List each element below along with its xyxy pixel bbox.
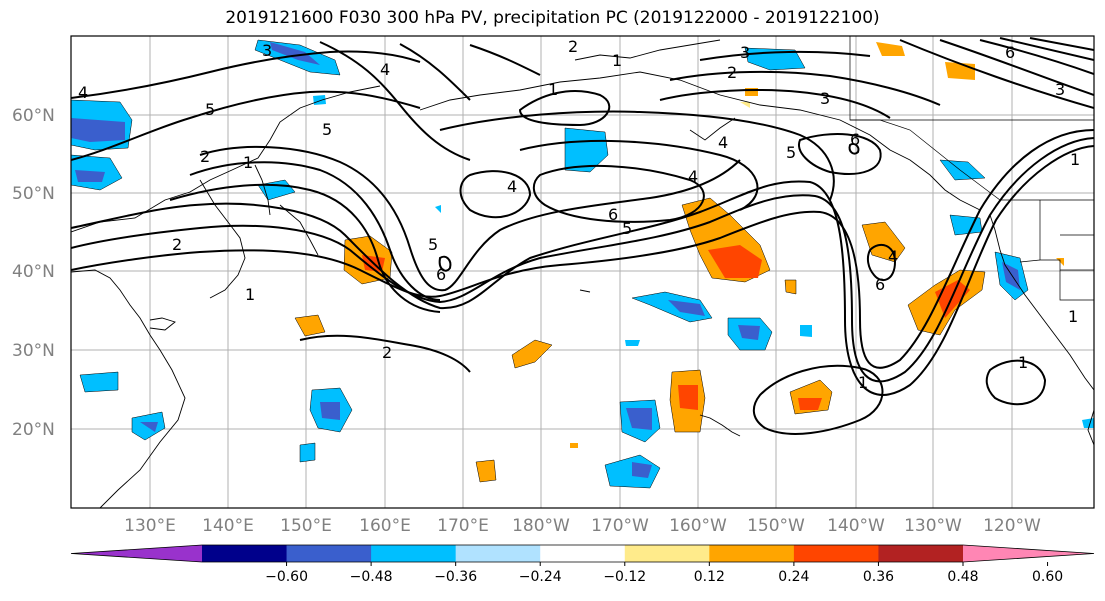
lon-label: 140°E	[202, 516, 254, 536]
colorbar-tick-label: −0.12	[603, 569, 646, 585]
contour-label: 1	[548, 80, 558, 99]
contour-label: 2	[727, 63, 737, 82]
contour-label: 2	[200, 147, 210, 166]
colorbar-bin	[455, 545, 541, 562]
contour-label: 1	[243, 153, 253, 172]
lon-label: 160°E	[359, 516, 411, 536]
colorbar-tick-label: 0.36	[863, 569, 894, 585]
colorbar-tick-label: −0.60	[265, 569, 308, 585]
colorbar-extend-max	[963, 545, 1094, 562]
lon-label: 120°W	[983, 516, 1041, 536]
contour-label: 6	[1005, 43, 1015, 62]
contour-label: 4	[718, 133, 728, 152]
contour-label: 6	[875, 275, 885, 294]
contour-label: 5	[622, 219, 632, 238]
colorbar-bin	[878, 545, 964, 562]
contour-label: 6	[608, 205, 618, 224]
lon-label: 180°W	[512, 516, 570, 536]
colorbar-tick-label: −0.24	[519, 569, 562, 585]
contour-label: 3	[1055, 80, 1065, 99]
contour-label: 3	[262, 41, 272, 60]
contour-label: 4	[380, 60, 390, 79]
lat-label: 30°N	[12, 341, 55, 361]
contour-labels: 3 4 5 5 2 1 2 5 6 6 5 4 1 4 2 1 3 2 3 4 …	[78, 37, 1080, 392]
contour-label: 2	[382, 343, 392, 362]
colorbar-tick-label: 0.12	[694, 569, 725, 585]
contour-label: 1	[245, 285, 255, 304]
colorbar-extend-min	[71, 545, 202, 562]
precip-negative-shading	[71, 39, 1094, 489]
colorbar-bin	[793, 545, 879, 562]
lon-label: 130°E	[124, 516, 176, 536]
lat-label: 40°N	[12, 262, 55, 282]
latitude-labels: 60°N 50°N 40°N 30°N 20°N	[12, 106, 55, 440]
contour-label: 5	[428, 235, 438, 254]
colorbar-tick-label: −0.36	[434, 569, 477, 585]
lon-label: 150°E	[280, 516, 332, 536]
lon-label: 170°W	[591, 516, 649, 536]
longitude-labels: 130°E 140°E 150°E 160°E 170°E 180°W 170°…	[124, 516, 1041, 536]
colorbar-tick-label: 0.24	[778, 569, 809, 585]
contour-label: 1	[1018, 353, 1028, 372]
political-borders	[849, 36, 1094, 301]
colorbar-tick-label: 0.60	[1032, 569, 1063, 585]
contour-label: 2	[568, 37, 578, 56]
lon-label: 170°E	[437, 516, 489, 536]
lon-label: 150°W	[747, 516, 805, 536]
contour-label: 5	[322, 120, 332, 139]
colorbar-tick-label: −0.48	[350, 569, 393, 585]
contour-label: 1	[858, 373, 868, 392]
contour-label: 4	[688, 167, 698, 186]
colorbar-tick-label: 0.48	[947, 569, 978, 585]
contour-label: 3	[820, 89, 830, 108]
lat-label: 50°N	[12, 184, 55, 204]
colorbar-bin	[286, 545, 372, 562]
lon-label: 130°W	[904, 516, 962, 536]
contour-label: 5	[786, 143, 796, 162]
lon-label: 140°W	[827, 516, 885, 536]
colorbar-outline	[70, 544, 1095, 563]
colorbar-bin	[624, 545, 710, 562]
pv-contours	[71, 37, 1094, 435]
map-border	[70, 35, 1095, 509]
contour-label: 1	[1068, 307, 1078, 326]
contour-label: 6	[850, 130, 860, 149]
contour-label: 6	[436, 265, 446, 284]
colorbar-bin	[371, 545, 457, 562]
lat-label: 60°N	[12, 106, 55, 126]
lon-label: 160°W	[669, 516, 727, 536]
colorbar: −0.60 −0.48 −0.36 −0.24 −0.12 0.12 0.24 0.36 0.4…	[70, 544, 1095, 585]
contour-label: 4	[888, 247, 898, 266]
contour-label: 1	[1070, 150, 1080, 169]
precip-positive-shading	[294, 42, 1064, 483]
contour-label: 2	[172, 235, 182, 254]
contour-label: 4	[78, 83, 88, 102]
colorbar-bin	[202, 545, 288, 562]
colorbar-bin	[709, 545, 795, 562]
contour-label: 1	[612, 51, 622, 70]
contour-label: 4	[507, 177, 517, 196]
chart-title: 2019121600 F030 300 hPa PV, precipitatio…	[225, 8, 880, 28]
lat-label: 20°N	[12, 420, 55, 440]
colorbar-bin	[540, 545, 626, 562]
contour-label: 3	[740, 43, 750, 62]
contour-label: 5	[205, 100, 215, 119]
